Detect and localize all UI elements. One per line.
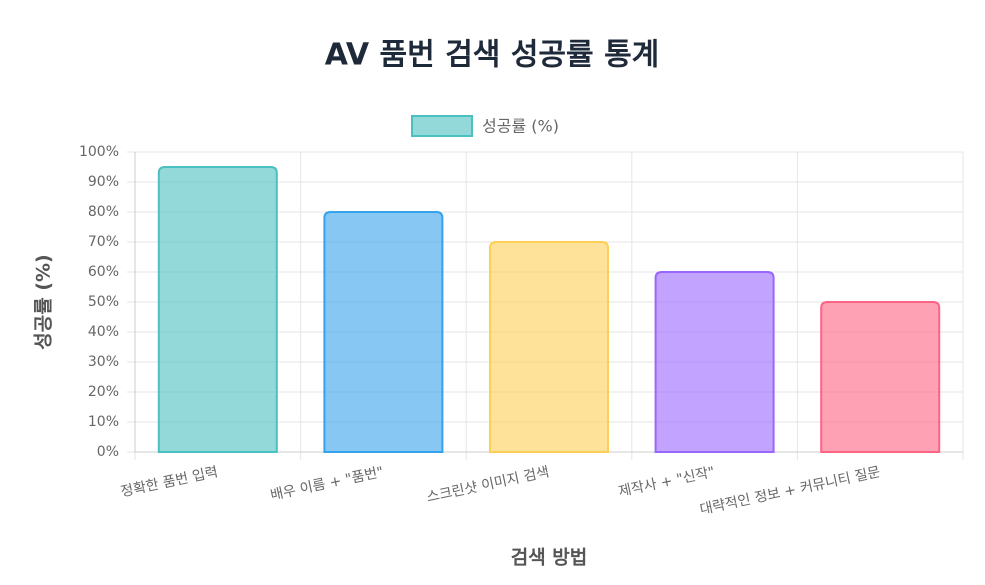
y-tick-label: 70% [88,234,119,250]
legend-swatch [411,115,473,137]
x-tick-label: 배우 이름 + "품번" [269,464,385,504]
y-tick-label: 80% [88,204,119,220]
y-tick-label: 90% [88,174,119,190]
y-tick-label: 60% [88,264,119,280]
legend-label: 성공률 (%) [482,117,559,136]
y-tick-label: 100% [79,144,119,160]
y-tick-label: 30% [88,354,119,370]
x-tick-label: 대략적인 정보 + 커뮤니티 질문 [698,464,882,518]
y-tick-label: 40% [88,324,119,340]
y-tick-label: 10% [88,414,119,430]
y-axis-title: 성공률 (%) [33,254,55,349]
bar [820,301,941,453]
bar [157,166,278,453]
y-tick-label: 20% [88,384,119,400]
y-tick-label: 0% [97,444,119,460]
x-tick-label: 스크린샷 이미지 검색 [425,464,550,506]
bar [489,241,609,453]
chart-title: AV 품번 검색 성공률 통계 [325,38,660,73]
x-tick-label: 제작사 + "신작" [617,464,716,500]
x-tick-label: 정확한 품번 입력 [119,464,219,500]
bar [323,211,444,453]
y-tick-label: 50% [88,294,119,310]
bar [654,271,775,453]
x-axis-title: 검색 방법 [511,547,588,569]
